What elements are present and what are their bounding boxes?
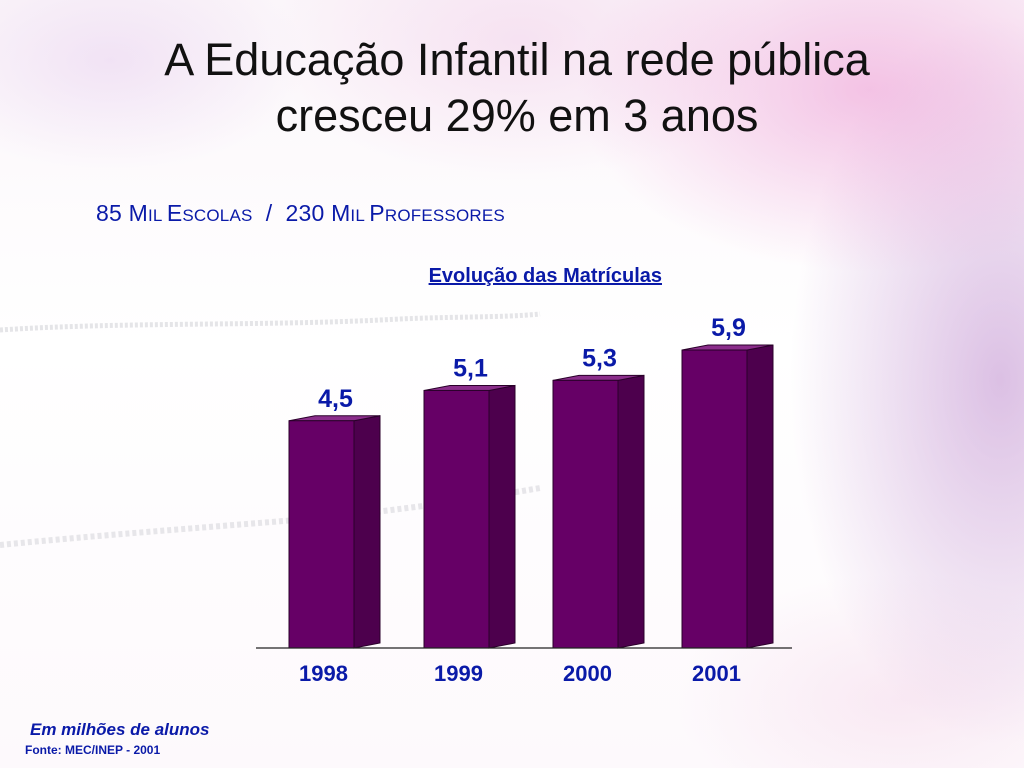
chart-title: Evolução das Matrículas bbox=[428, 265, 662, 287]
slide-subtitle: 85 MIL ESCOLAS / 230 MIL PROFESSORES bbox=[96, 200, 505, 227]
schools-text-cap-2: E bbox=[166, 200, 183, 226]
teachers-text-cap-1: M bbox=[331, 200, 351, 226]
bar-front bbox=[423, 389, 490, 649]
value-label: 4,5 bbox=[318, 385, 353, 413]
background-texture-line bbox=[0, 311, 541, 333]
source-note: Fonte: MEC/INEP - 2001 bbox=[25, 743, 161, 757]
bar-1999 bbox=[423, 384, 516, 649]
bar-front bbox=[681, 349, 748, 649]
title-line-2: cresceu 29% em 3 anos bbox=[275, 90, 759, 141]
bar-side bbox=[746, 344, 774, 649]
category-label: 2000 bbox=[563, 661, 612, 686]
bar-group bbox=[288, 344, 774, 649]
bar-1998 bbox=[288, 415, 381, 649]
teachers-count: 230 bbox=[285, 200, 332, 226]
category-label: 2001 bbox=[692, 661, 741, 686]
teachers-text-rest-1: IL bbox=[350, 206, 370, 225]
bar-side bbox=[353, 415, 381, 649]
value-label: 5,9 bbox=[711, 314, 746, 342]
bar-2001 bbox=[681, 344, 774, 649]
bar-front bbox=[288, 420, 355, 649]
schools-text-rest-2: SCOLAS bbox=[182, 206, 253, 225]
schools-text-rest-1: IL bbox=[147, 206, 167, 225]
value-label: 5,3 bbox=[582, 344, 617, 372]
units-note: Em milhões de alunos bbox=[30, 720, 210, 739]
schools-text-cap-1: M bbox=[128, 200, 148, 226]
label-group: 4,5 1998 5,1 1999 5,3 2000 5,9 2001 bbox=[299, 314, 746, 686]
teachers-text-rest-2: ROFESSORES bbox=[384, 206, 505, 225]
subtitle-separator: / bbox=[252, 200, 286, 226]
schools-count: 85 bbox=[96, 200, 129, 226]
teachers-text-cap-2: P bbox=[369, 200, 385, 226]
category-label: 1998 bbox=[299, 661, 348, 686]
value-label: 5,1 bbox=[453, 354, 488, 382]
bar-side bbox=[617, 374, 645, 649]
slide-title: A Educação Infantil na rede pública cres… bbox=[0, 32, 1024, 144]
bar-side bbox=[488, 384, 516, 649]
category-label: 1999 bbox=[434, 661, 483, 686]
title-line-1: A Educação Infantil na rede pública bbox=[164, 34, 870, 85]
bar-front bbox=[552, 379, 619, 649]
bar-2000 bbox=[552, 374, 645, 649]
